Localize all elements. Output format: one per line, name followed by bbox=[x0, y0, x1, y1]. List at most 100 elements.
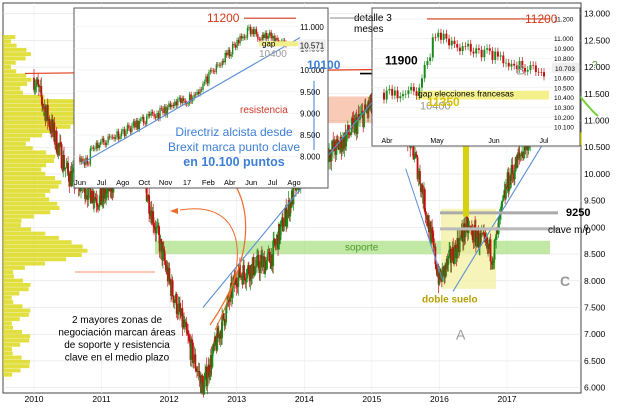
candle-body bbox=[224, 322, 227, 326]
inset-left-candle bbox=[237, 40, 240, 44]
volume-profile-bar bbox=[3, 338, 30, 343]
inset-left-candle bbox=[211, 70, 213, 71]
candle-body bbox=[448, 250, 451, 257]
candle-body bbox=[94, 197, 97, 199]
curve-arrow-2 bbox=[179, 208, 238, 331]
candle-body bbox=[253, 274, 256, 276]
volume-profile-bar bbox=[3, 86, 21, 91]
inset-right-candle bbox=[524, 67, 527, 72]
inset-right-candle bbox=[488, 48, 491, 51]
inset-right-candle bbox=[423, 65, 426, 79]
volume-profile-bar bbox=[3, 180, 62, 185]
label-clave: clave m/p bbox=[548, 225, 591, 236]
candle-body bbox=[162, 248, 165, 251]
inset-left-candle bbox=[226, 52, 228, 56]
candle-body bbox=[458, 237, 461, 253]
candle-body bbox=[93, 200, 95, 203]
inset-right-y-tick: 10.800 bbox=[554, 56, 574, 63]
inset-left-candle bbox=[111, 136, 114, 138]
candle-body bbox=[226, 302, 228, 307]
candle-body bbox=[280, 220, 283, 227]
candle-body bbox=[444, 264, 447, 277]
volume-profile-bar bbox=[3, 90, 23, 95]
candle-body bbox=[434, 246, 437, 265]
inset-left-candle bbox=[100, 141, 102, 145]
candle-body bbox=[475, 238, 478, 247]
candle-body bbox=[45, 112, 48, 121]
inset-left-candle bbox=[85, 157, 87, 166]
candle-body bbox=[206, 377, 209, 387]
inset-left-y-tick: 8.000 bbox=[300, 153, 321, 162]
y-tick-label: 11.500 bbox=[584, 89, 610, 99]
candle-body bbox=[160, 239, 163, 242]
inset-left-candle bbox=[217, 64, 219, 66]
inset-left-candle bbox=[172, 104, 175, 107]
candle-body bbox=[459, 236, 462, 238]
x-tick-label: 2011 bbox=[92, 394, 111, 404]
inset-right-candle bbox=[534, 65, 537, 72]
volume-profile-bar bbox=[3, 227, 32, 232]
candle-body bbox=[246, 269, 249, 279]
candle-body bbox=[412, 146, 415, 160]
inset-left-gap: gap bbox=[262, 39, 276, 48]
candle-body bbox=[469, 226, 472, 228]
inset-left-candle bbox=[168, 103, 170, 108]
inset-right-candle bbox=[486, 48, 489, 50]
volume-profile-bar bbox=[3, 291, 20, 296]
volume-profile-bar bbox=[3, 325, 13, 330]
candle-body bbox=[168, 268, 171, 280]
candle-body bbox=[450, 261, 453, 264]
inset-left-candle bbox=[231, 43, 234, 55]
inset-right-candle bbox=[472, 51, 475, 54]
detalle-line: detalle 3 bbox=[354, 13, 392, 24]
inset-right-candle bbox=[543, 72, 545, 77]
inset-left-candle bbox=[153, 113, 155, 117]
candle-body bbox=[185, 322, 188, 330]
volume-profile-bar bbox=[3, 193, 46, 198]
candle-body bbox=[90, 202, 93, 204]
volume-profile-bar bbox=[3, 351, 13, 356]
inset-left-candle bbox=[239, 35, 241, 44]
inset-left-candle bbox=[169, 103, 172, 108]
candle-body bbox=[486, 237, 489, 248]
inset-left-candle bbox=[94, 148, 96, 150]
candle-body bbox=[200, 376, 203, 393]
inset-right-candle bbox=[464, 46, 467, 47]
volume-profile-bar bbox=[3, 295, 12, 300]
volume-profile-bar bbox=[3, 188, 51, 193]
candle-body bbox=[368, 103, 371, 110]
inset-left-candle bbox=[236, 40, 238, 48]
inset-right-x-tick: Abr bbox=[382, 138, 394, 145]
x-tick-label: 2015 bbox=[362, 394, 381, 404]
candle-body bbox=[414, 153, 417, 159]
candle-body bbox=[190, 339, 193, 360]
candle-body bbox=[217, 328, 219, 338]
candle-body bbox=[335, 139, 338, 155]
candle-body bbox=[360, 111, 363, 115]
candle-body bbox=[46, 104, 49, 121]
candle-body bbox=[211, 353, 214, 368]
inset-right-candle bbox=[434, 37, 437, 38]
candle-body bbox=[37, 79, 39, 85]
candle-body bbox=[477, 230, 480, 248]
inset-left-candle bbox=[187, 103, 189, 105]
inset-left-10100: 10100 bbox=[307, 58, 341, 72]
candle-body bbox=[447, 256, 450, 265]
y-tick-label: 7.500 bbox=[584, 303, 606, 313]
candle-body bbox=[239, 264, 241, 278]
candle-body bbox=[505, 186, 507, 199]
inset-left-candle bbox=[108, 136, 111, 138]
inset-left-candle bbox=[123, 129, 126, 137]
volume-profile-bar bbox=[3, 60, 16, 65]
candle-body bbox=[231, 283, 234, 298]
volume-profile-bar bbox=[3, 201, 58, 206]
inset-right-candle bbox=[458, 47, 461, 52]
inset-left-candle bbox=[249, 27, 252, 35]
inset-left-candle bbox=[103, 138, 105, 143]
inset-right-y-tick: 11.200 bbox=[554, 16, 574, 23]
inset-left-caption-line: Directriz alcista desde bbox=[175, 125, 293, 139]
inset-right-x-tick: May bbox=[430, 138, 444, 145]
candle-body bbox=[489, 239, 492, 262]
candle-body bbox=[351, 118, 354, 120]
candle-body bbox=[247, 265, 250, 275]
